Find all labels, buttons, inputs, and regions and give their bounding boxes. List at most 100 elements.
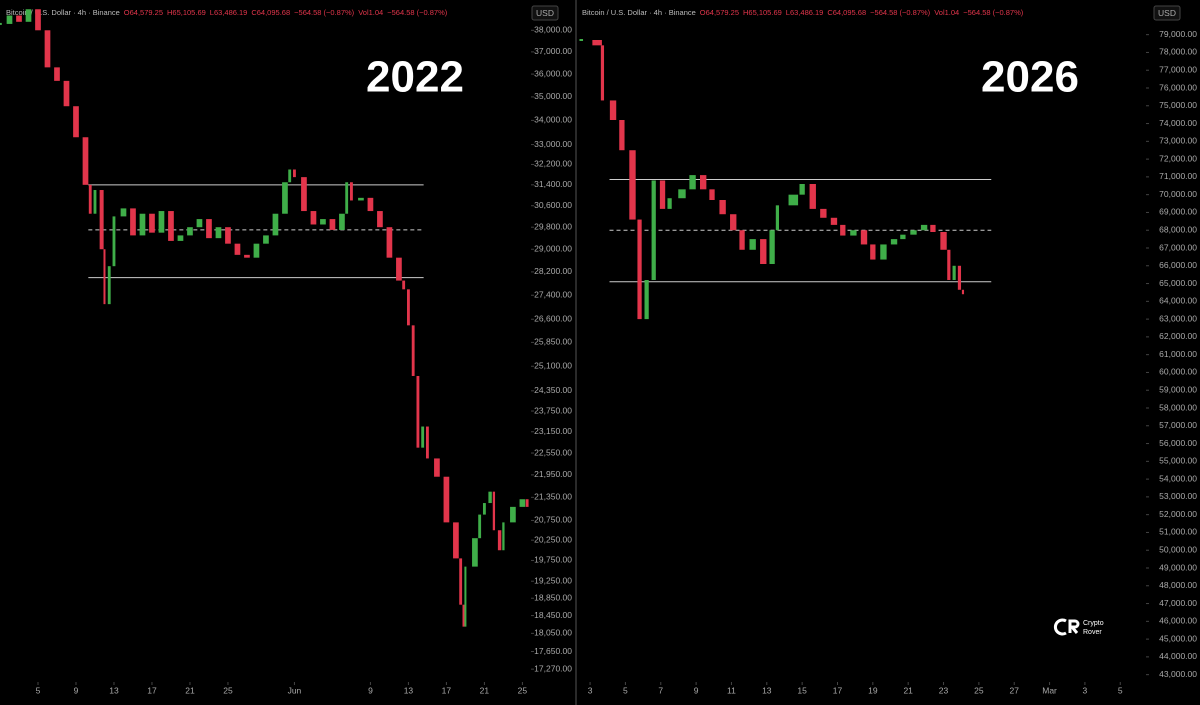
candle — [386, 227, 393, 258]
y-tick-label: 71,000.00 — [1159, 171, 1197, 181]
candle — [519, 499, 526, 507]
x-tick-label: 15 — [797, 685, 807, 695]
y-tick-label: 78,000.00 — [1159, 47, 1197, 57]
candle — [367, 197, 374, 212]
x-tick-label: 9 — [74, 685, 79, 695]
candle — [472, 538, 478, 567]
x-tick-label: 7 — [658, 685, 663, 695]
candle — [719, 200, 726, 215]
y-tick-label: 17,650.00 — [534, 646, 572, 656]
candle — [282, 182, 288, 214]
y-tick-label: 21,350.00 — [534, 492, 572, 502]
candle — [402, 280, 406, 290]
y-tick-label: 47,000.00 — [1159, 598, 1197, 608]
x-tick-label: 3 — [588, 685, 593, 695]
candle — [406, 289, 410, 326]
candle — [497, 530, 502, 551]
y-tick-label: 30,600.00 — [534, 200, 572, 210]
candle — [329, 219, 336, 230]
candle — [6, 15, 13, 24]
x-tick-label: 17 — [833, 685, 843, 695]
candle — [263, 235, 269, 244]
x-tick-label: 5 — [36, 685, 41, 695]
candle — [107, 266, 111, 305]
y-tick-label: 23,750.00 — [534, 405, 572, 415]
candle — [215, 227, 222, 239]
x-tick-label: Jun — [288, 685, 302, 695]
candle — [651, 180, 656, 280]
candle — [120, 208, 127, 217]
x-tick-label: 17 — [147, 685, 157, 695]
candle — [350, 182, 353, 201]
candle — [730, 214, 737, 231]
header-field: C64,095.68 — [251, 8, 290, 17]
y-tick-label: 26,600.00 — [534, 313, 572, 323]
y-tick-label: 68,000.00 — [1159, 224, 1197, 234]
candle — [900, 234, 906, 240]
y-tick-label: 70,000.00 — [1159, 189, 1197, 199]
candle — [54, 67, 60, 81]
candle — [25, 9, 32, 22]
y-tick-label: 25,100.00 — [534, 360, 572, 370]
y-tick-label: 20,250.00 — [534, 534, 572, 544]
candle — [288, 169, 292, 183]
y-tick-label: 69,000.00 — [1159, 207, 1197, 217]
candle — [510, 506, 516, 523]
y-tick-label: 66,000.00 — [1159, 260, 1197, 270]
candle — [619, 120, 625, 151]
y-tick-label: 52,000.00 — [1159, 509, 1197, 519]
candle — [293, 169, 296, 178]
year-label: 2022 — [366, 53, 464, 102]
candle — [225, 227, 231, 244]
candle — [310, 211, 317, 225]
candle — [880, 244, 887, 260]
candle — [492, 491, 496, 531]
x-tick-label: 21 — [480, 685, 490, 695]
candle — [930, 224, 936, 232]
y-tick-label: 74,000.00 — [1159, 118, 1197, 128]
candle — [769, 230, 775, 264]
candle — [910, 230, 917, 235]
candle — [345, 182, 349, 214]
candle — [947, 249, 951, 280]
y-tick-label: 79,000.00 — [1159, 29, 1197, 39]
y-tick-label: 46,000.00 — [1159, 616, 1197, 626]
candle — [699, 175, 707, 190]
y-tick-label: 27,400.00 — [534, 289, 572, 299]
header-field: L63,486.19 — [210, 8, 248, 17]
y-tick-label: 57,000.00 — [1159, 420, 1197, 430]
header-field: Bitcoin / U.S. Dollar · 4h · Binance — [6, 8, 120, 17]
y-tick-label: 36,000.00 — [534, 68, 572, 78]
y-tick-label: 53,000.00 — [1159, 491, 1197, 501]
candle — [196, 219, 203, 228]
watermark-text: Crypto — [1083, 620, 1104, 627]
header-field: −564.58 (−0.87%) — [294, 8, 355, 17]
candle — [16, 15, 22, 22]
candle — [416, 375, 420, 448]
y-tick-label: 54,000.00 — [1159, 473, 1197, 483]
x-tick-label: 23 — [939, 685, 949, 695]
candle — [488, 491, 492, 504]
candle — [244, 254, 250, 258]
candle — [187, 227, 193, 236]
header-field: C64,095.68 — [827, 8, 866, 17]
y-tick-label: 29,000.00 — [534, 243, 572, 253]
candle — [35, 9, 41, 31]
candle — [443, 476, 450, 523]
currency-box — [1153, 5, 1181, 21]
y-tick-label: 64,000.00 — [1159, 296, 1197, 306]
candle — [82, 137, 89, 185]
candle — [301, 177, 307, 212]
candle — [411, 325, 415, 376]
candle — [940, 232, 947, 250]
header-field: L63,486.19 — [786, 8, 824, 17]
header-field: −564.58 (−0.87%) — [387, 8, 448, 17]
symbol-header: Bitcoin / U.S. Dollar · 4h · Binance O64,… — [582, 8, 1024, 17]
candle — [377, 211, 383, 228]
header-field: −564.58 (−0.87%) — [870, 8, 931, 17]
candle — [525, 499, 529, 507]
candle — [809, 184, 816, 209]
y-tick-label: 56,000.00 — [1159, 438, 1197, 448]
y-tick-label: 19,750.00 — [534, 555, 572, 565]
candle — [88, 184, 92, 214]
